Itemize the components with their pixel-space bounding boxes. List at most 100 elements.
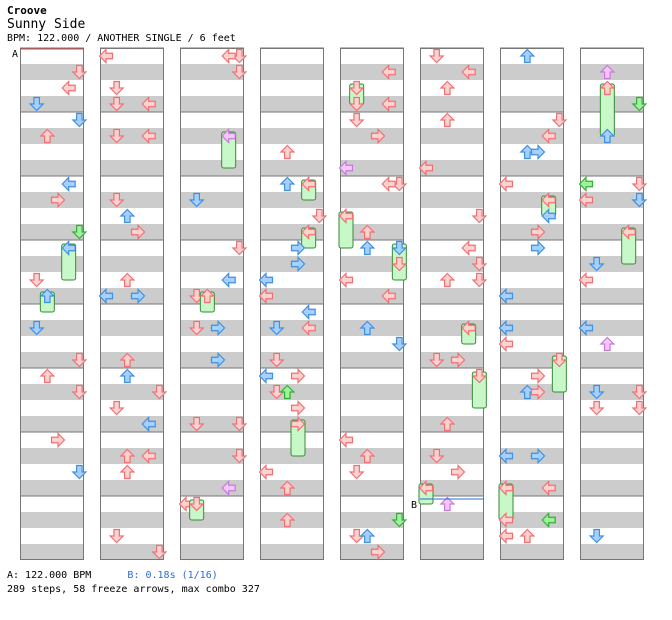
step-arrow — [119, 448, 136, 464]
step-arrow — [71, 64, 88, 80]
beat-stripe — [260, 288, 324, 304]
step-arrow — [141, 448, 156, 464]
beat-stripe — [500, 64, 564, 80]
step-arrow — [39, 368, 56, 384]
beat-stripe — [580, 544, 644, 560]
step-arrow — [498, 320, 514, 336]
step-arrow — [61, 240, 76, 256]
step-arrow — [631, 400, 648, 416]
step-arrow — [231, 64, 248, 80]
step-arrow — [301, 320, 316, 336]
beat-stripe — [20, 384, 84, 400]
step-arrow — [381, 176, 396, 192]
step-arrow — [348, 464, 365, 480]
step-arrow — [348, 80, 365, 96]
step-arrow — [108, 192, 125, 208]
step-arrow — [71, 224, 88, 240]
beat-stripe — [100, 480, 164, 496]
step-arrow — [530, 368, 546, 384]
step-arrow — [541, 128, 556, 144]
step-arrow — [418, 160, 434, 176]
beat-stripe — [580, 192, 644, 208]
step-arrow — [599, 128, 616, 144]
step-arrow — [199, 288, 216, 304]
step-arrow — [578, 192, 594, 208]
step-arrow — [50, 192, 66, 208]
step-arrow — [348, 96, 365, 112]
step-arrow — [338, 208, 354, 224]
step-arrow — [519, 48, 536, 64]
step-arrow — [439, 80, 456, 96]
step-arrow — [418, 480, 434, 496]
step-arrow — [28, 320, 45, 336]
step-arrow — [359, 224, 376, 240]
step-arrow — [599, 80, 616, 96]
step-arrow — [391, 512, 408, 528]
step-arrow — [108, 128, 125, 144]
step-arrow — [61, 176, 76, 192]
beat-stripe — [260, 160, 324, 176]
step-arrow — [108, 528, 125, 544]
game-title: Croove — [7, 4, 47, 17]
step-arrow — [188, 416, 205, 432]
column-border — [180, 48, 244, 560]
step-arrow — [119, 272, 136, 288]
step-arrow — [338, 272, 354, 288]
beat-stripe — [20, 544, 84, 560]
marker-b: B — [411, 500, 417, 511]
step-arrow — [588, 528, 605, 544]
song-title: Sunny Side — [7, 17, 86, 32]
step-arrow — [471, 368, 488, 384]
beat-stripe — [100, 320, 164, 336]
step-arrow — [588, 256, 605, 272]
beat-stripe — [420, 224, 484, 240]
beat-stripe — [180, 448, 244, 464]
step-arrow — [279, 384, 296, 400]
step-arrow — [221, 480, 236, 496]
step-arrow — [221, 128, 236, 144]
beat-stripe — [500, 320, 564, 336]
step-arrow — [461, 64, 476, 80]
step-arrow — [301, 304, 316, 320]
step-arrow — [71, 352, 88, 368]
beat-stripe — [100, 160, 164, 176]
step-arrow — [541, 512, 556, 528]
step-arrow — [290, 240, 306, 256]
beat-stripe — [340, 512, 404, 528]
beat-stripe — [500, 352, 564, 368]
step-arrow — [151, 544, 168, 560]
beat-stripe — [580, 480, 644, 496]
step-chart: AB — [12, 47, 648, 560]
beat-stripe — [20, 160, 84, 176]
step-arrow — [290, 256, 306, 272]
step-arrow — [151, 384, 168, 400]
step-arrow — [498, 480, 514, 496]
step-arrow — [71, 464, 88, 480]
beat-stripe — [340, 480, 404, 496]
step-arrow — [381, 64, 396, 80]
footer-line-1: A: 122.000 BPM B: 0.18s (1/16) — [7, 569, 260, 583]
step-arrow — [301, 176, 316, 192]
step-arrow — [381, 288, 396, 304]
step-arrow — [301, 224, 316, 240]
step-arrow — [631, 96, 648, 112]
step-arrow — [428, 448, 445, 464]
beat-stripe — [420, 256, 484, 272]
step-arrow — [231, 448, 248, 464]
column-border — [580, 48, 644, 560]
step-arrow — [381, 96, 396, 112]
beat-stripe — [580, 416, 644, 432]
step-arrow — [530, 384, 546, 400]
step-arrow — [210, 352, 226, 368]
step-arrow — [98, 48, 114, 64]
beat-stripe — [580, 448, 644, 464]
stop-label: B: 0.18s (1/16) — [127, 570, 218, 581]
step-arrow — [258, 464, 274, 480]
column-border — [260, 48, 324, 560]
step-arrow — [450, 352, 466, 368]
beat-stripe — [580, 160, 644, 176]
step-arrow — [210, 320, 226, 336]
step-arrow — [530, 224, 546, 240]
song-info: BPM: 122.000 / ANOTHER SINGLE / 6 feet — [7, 33, 236, 44]
step-arrow — [471, 256, 488, 272]
